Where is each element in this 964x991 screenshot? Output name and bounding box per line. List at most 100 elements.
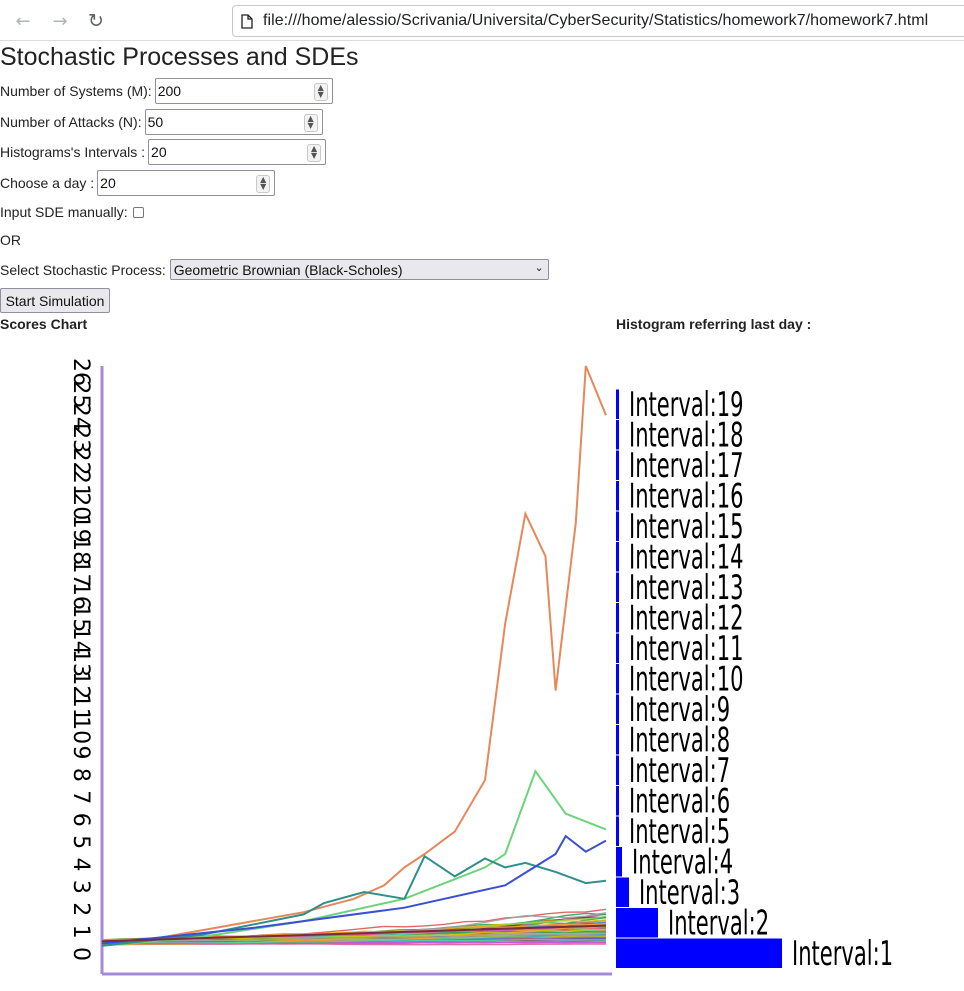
histogram-chart: Interval:1 Interval:2Interval:3Interval:4… bbox=[616, 385, 893, 974]
series-line bbox=[101, 365, 607, 945]
page-title: Stochastic Processes and SDEs bbox=[0, 43, 359, 71]
process-label: Select Stochastic Process: bbox=[0, 261, 166, 278]
spinner-icon[interactable]: ▲ ▼ bbox=[303, 114, 318, 132]
histogram-bar bbox=[616, 908, 658, 938]
y-tick-label: 5 bbox=[68, 835, 93, 849]
histogram-bar bbox=[616, 938, 782, 968]
process-select[interactable]: Geometric Brownian (Black-Scholes) ⌄ bbox=[169, 259, 549, 280]
y-tick-label: 4 bbox=[68, 857, 93, 871]
spinner-icon[interactable]: ▲ ▼ bbox=[256, 175, 271, 193]
series-line bbox=[101, 769, 607, 947]
histogram-bar bbox=[616, 694, 619, 724]
histogram-bar-label: Interval:14 bbox=[629, 537, 744, 577]
browser-toolbar: ← → ↻ file:///home/alessio/Scrivania/Uni… bbox=[0, 0, 964, 41]
series-line bbox=[101, 932, 607, 943]
y-tick-label: 22 bbox=[68, 448, 93, 476]
y-tick-label: 17 bbox=[68, 559, 93, 587]
manual-row: Input SDE manually: bbox=[0, 204, 144, 220]
series-line bbox=[101, 834, 607, 945]
histogram-bar bbox=[616, 511, 619, 541]
spinner-icon[interactable]: ▲ ▼ bbox=[313, 83, 328, 101]
histogram-bar bbox=[616, 847, 622, 877]
process-row: Select Stochastic Process: Geometric Bro… bbox=[0, 259, 549, 280]
histogram-bar-label: Interval:6 bbox=[629, 781, 730, 821]
address-bar[interactable]: file:///home/alessio/Scrivania/Universit… bbox=[232, 5, 964, 37]
y-tick-label: 26 bbox=[68, 358, 93, 386]
y-tick-label: 18 bbox=[68, 537, 93, 565]
y-tick-label: 11 bbox=[68, 694, 93, 722]
y-tick-label: 14 bbox=[68, 627, 93, 655]
y-tick-label: 10 bbox=[68, 716, 93, 744]
intervals-row: Histograms's Intervals : 20 ▲ ▼ bbox=[0, 139, 327, 165]
intervals-label: Histograms's Intervals : bbox=[0, 144, 146, 160]
y-tick-label: 2 bbox=[68, 902, 93, 916]
histogram-bar bbox=[616, 542, 619, 572]
y-tick-label: 19 bbox=[68, 515, 93, 543]
day-label: Choose a day : bbox=[0, 175, 95, 191]
y-tick-label: 0 bbox=[68, 947, 93, 961]
series-line bbox=[101, 928, 607, 942]
y-tick-label: 9 bbox=[68, 746, 93, 760]
histogram-bar bbox=[616, 420, 619, 450]
histogram-bar bbox=[616, 389, 619, 419]
systems-value: 200 bbox=[157, 83, 182, 99]
histogram-bar-label: Interval:1 bbox=[792, 934, 893, 974]
scores-chart: 0123456789101112131415161718192021222324… bbox=[68, 358, 612, 976]
intervals-input[interactable]: 20 ▲ ▼ bbox=[148, 139, 327, 165]
histogram-bar-label: Interval:13 bbox=[629, 568, 744, 608]
series-line bbox=[101, 924, 607, 943]
y-tick-label: 6 bbox=[68, 813, 93, 827]
histogram-bar bbox=[616, 664, 619, 694]
or-text: OR bbox=[0, 232, 21, 248]
histogram-bar-label: Interval:11 bbox=[629, 629, 744, 669]
histogram-label: Histogram referring last day : bbox=[616, 316, 812, 332]
histogram-bar-label: Interval:18 bbox=[629, 415, 744, 455]
histogram-bar bbox=[616, 450, 619, 480]
day-row: Choose a day : 20 ▲ ▼ bbox=[0, 170, 276, 196]
arrow-right-icon[interactable]: → bbox=[52, 10, 68, 32]
y-tick-label: 13 bbox=[68, 649, 93, 677]
histogram-bar bbox=[616, 572, 619, 602]
reload-icon[interactable]: ↻ bbox=[88, 10, 104, 32]
intervals-value: 20 bbox=[151, 144, 167, 160]
attacks-row: Number of Attacks (N): 50 ▲ ▼ bbox=[0, 109, 323, 135]
systems-input[interactable]: 200 ▲ ▼ bbox=[154, 78, 333, 104]
histogram-bar-label: Interval:8 bbox=[629, 720, 730, 760]
histogram-bar-label: Interval:7 bbox=[629, 751, 730, 791]
histogram-bar bbox=[616, 633, 619, 663]
attacks-input[interactable]: 50 ▲ ▼ bbox=[144, 109, 323, 135]
or-row: OR bbox=[0, 232, 21, 248]
scores-chart-label: Scores Chart bbox=[0, 316, 88, 332]
histogram-bar-label: Interval:17 bbox=[629, 446, 744, 486]
y-tick-label: 8 bbox=[68, 768, 93, 782]
path-crowd bbox=[101, 908, 607, 946]
series-line bbox=[101, 942, 607, 946]
histogram-bar-label: Interval:19 bbox=[629, 385, 744, 425]
chevron-down-icon: ⌄ bbox=[534, 261, 544, 274]
histogram-bar-label: Interval:2 bbox=[668, 903, 769, 943]
histogram-bar-label: Interval:4 bbox=[632, 842, 733, 882]
histogram-bar-label: Interval:5 bbox=[629, 812, 730, 852]
y-tick-label: 12 bbox=[68, 671, 93, 699]
systems-label: Number of Systems (M): bbox=[0, 83, 152, 99]
histogram-bar-label: Interval:3 bbox=[639, 873, 740, 913]
arrow-left-icon[interactable]: ← bbox=[15, 10, 31, 32]
histogram-bar bbox=[616, 755, 619, 785]
manual-checkbox[interactable] bbox=[132, 206, 144, 218]
histogram-bar-label: Interval:12 bbox=[629, 598, 744, 638]
histogram-bar-label: Interval:10 bbox=[629, 659, 744, 699]
start-simulation-button[interactable]: Start Simulation bbox=[0, 288, 110, 313]
y-tick-label: 21 bbox=[68, 470, 93, 498]
y-tick-label: 25 bbox=[68, 380, 93, 408]
series-line bbox=[101, 854, 607, 947]
y-tick-label: 3 bbox=[68, 880, 93, 894]
y-tick-label: 15 bbox=[68, 604, 93, 632]
attacks-label: Number of Attacks (N): bbox=[0, 114, 142, 130]
systems-row: Number of Systems (M): 200 ▲ ▼ bbox=[0, 78, 333, 104]
histogram-bar bbox=[616, 786, 619, 816]
histogram-bar bbox=[616, 603, 619, 633]
spinner-icon[interactable]: ▲ ▼ bbox=[307, 144, 322, 162]
histogram-bar bbox=[616, 877, 629, 907]
day-input[interactable]: 20 ▲ ▼ bbox=[97, 170, 276, 196]
attacks-value: 50 bbox=[147, 114, 164, 130]
